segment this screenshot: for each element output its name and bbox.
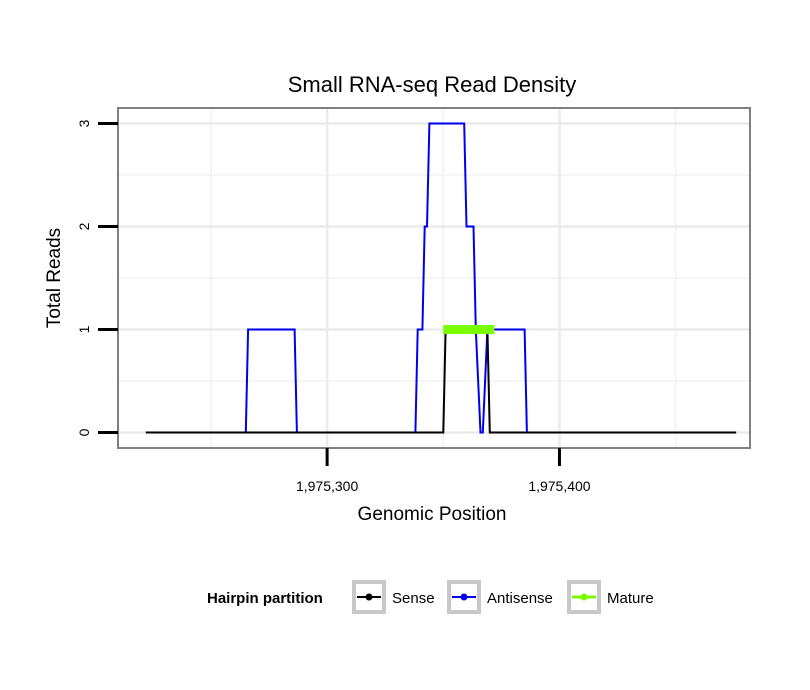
x-tick-label: 1,975,300 [296,478,358,494]
legend: Hairpin partition Sense Antisense Mature [207,580,654,614]
legend-dot-antisense [460,593,468,601]
chart-title: Small RNA-seq Read Density [288,72,577,97]
y-tick-label: 1 [76,325,92,333]
y-tick-label: 3 [76,119,92,127]
legend-item-sense: Sense [352,580,435,614]
legend-label-antisense: Antisense [487,590,553,607]
legend-dot-sense [365,593,373,601]
legend-dot-mature [580,593,588,601]
y-axis: 0 1 2 3 [76,119,118,436]
x-axis: 1,975,300 1,975,400 [296,448,591,494]
x-tick-label: 1,975,400 [528,478,590,494]
y-axis-label: Total Reads [44,228,65,328]
plot-series [145,122,737,434]
legend-label-mature: Mature [607,590,654,607]
y-tick-label: 0 [76,428,92,436]
legend-label-sense: Sense [392,590,435,607]
y-tick-label: 2 [76,222,92,230]
plot-grid [118,108,750,448]
legend-title: Hairpin partition [207,590,323,607]
x-axis-label: Genomic Position [358,504,507,525]
legend-item-mature: Mature [567,580,654,614]
legend-item-antisense: Antisense [447,580,553,614]
plot-panel-border [117,107,751,449]
